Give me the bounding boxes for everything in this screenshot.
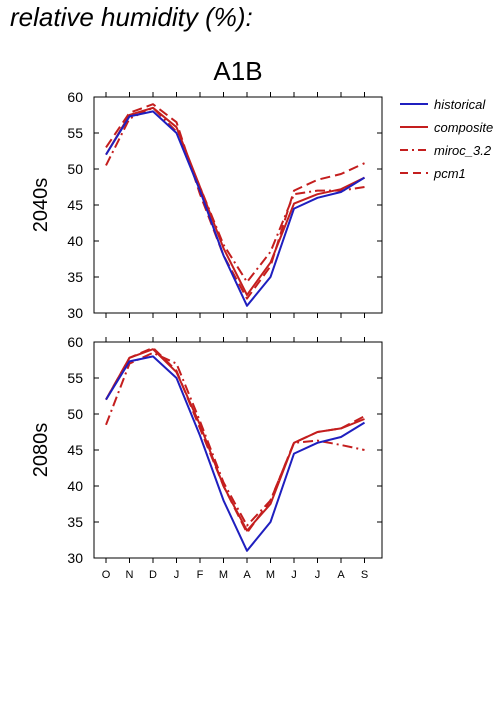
y-tick-label: 45 — [67, 197, 83, 213]
series-line-pcm1 — [105, 103, 365, 300]
x-tick-label: J — [174, 569, 180, 581]
y-tick-label: 55 — [67, 125, 83, 141]
y-tick-label: 30 — [67, 305, 83, 321]
series-line-historical — [105, 355, 366, 552]
y-tick-label: 50 — [67, 406, 83, 422]
y-tick-label: 60 — [67, 89, 83, 105]
series-line-miroc-3-2 — [105, 351, 365, 527]
plot-frame-1 — [93, 96, 383, 314]
x-tick-label: F — [197, 569, 204, 581]
y-tick-label: 60 — [67, 334, 83, 350]
series-line-composite — [105, 106, 365, 296]
legend-label: pcm1 — [433, 166, 466, 181]
series-line-composite — [105, 348, 365, 532]
page-title: relative humidity (%): — [10, 2, 253, 32]
legend-label: historical — [434, 97, 486, 112]
y-tick-label: 45 — [67, 442, 83, 458]
y-tick-label: 35 — [67, 514, 83, 530]
x-tick-label: M — [266, 569, 275, 581]
y-tick-label: 50 — [67, 161, 83, 177]
series-line-historical — [105, 110, 366, 307]
x-tick-label: J — [315, 569, 321, 581]
x-tick-label: J — [291, 569, 297, 581]
x-tick-label: M — [219, 569, 228, 581]
y-axis-label: 2040s — [30, 178, 52, 233]
y-tick-label: 35 — [67, 269, 83, 285]
y-tick-label: 30 — [67, 550, 83, 566]
x-tick-label: D — [149, 569, 157, 581]
x-tick-label: S — [361, 569, 368, 581]
x-tick-label: N — [126, 569, 134, 581]
x-tick-label: O — [102, 569, 111, 581]
y-tick-label: 55 — [67, 370, 83, 386]
legend-label: composite — [434, 120, 493, 135]
legend-label: miroc_3.2 — [434, 143, 492, 158]
y-tick-label: 40 — [67, 233, 83, 249]
plot-frame-2 — [93, 341, 383, 559]
series-line-miroc-3-2 — [105, 106, 365, 283]
x-tick-label: A — [243, 569, 251, 581]
y-axis-label: 2080s — [30, 423, 52, 478]
chart-title: A1B — [213, 56, 262, 86]
y-tick-label: 40 — [67, 478, 83, 494]
x-tick-label: A — [337, 569, 345, 581]
